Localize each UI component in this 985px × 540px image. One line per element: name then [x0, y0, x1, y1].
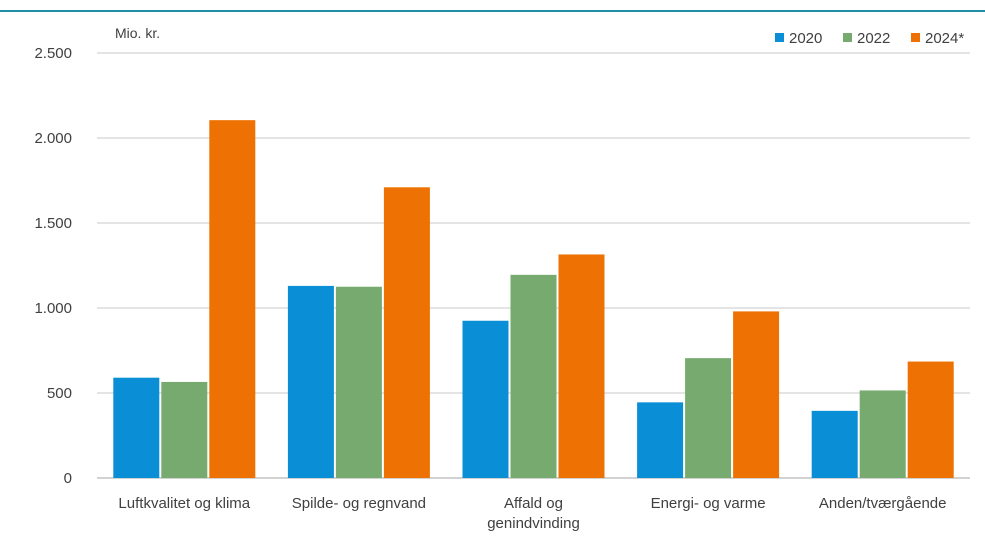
- bars: [113, 120, 954, 479]
- bar-2020-2: [462, 320, 509, 478]
- bar-2022-4: [859, 390, 906, 478]
- bar-2024-4: [907, 361, 954, 478]
- bar-2022-0: [161, 381, 208, 478]
- bar-2024-1: [383, 187, 430, 479]
- bar-2022-2: [510, 274, 557, 478]
- y-tick-label: 0: [64, 470, 72, 487]
- y-axis-unit-label: Mio. kr.: [115, 25, 160, 41]
- legend-swatch: [843, 33, 852, 42]
- bar-2024-2: [558, 254, 605, 478]
- bar-2020-4: [811, 410, 858, 478]
- y-axis-ticks: 0 500 1.000 1.500 2.000 2.500: [34, 45, 72, 487]
- bar-2024-3: [733, 311, 780, 478]
- y-tick-label: 500: [47, 385, 72, 402]
- legend-swatch: [775, 33, 784, 42]
- legend-label: 2020: [789, 30, 822, 47]
- y-tick-label: 1.000: [34, 300, 72, 317]
- y-tick-label: 2.500: [34, 45, 72, 62]
- bar-2022-1: [335, 286, 382, 478]
- legend-label: 2024*: [925, 30, 964, 47]
- legend-swatch: [911, 33, 920, 42]
- legend: 2020 2022 2024*: [775, 30, 964, 47]
- category-label: Affald og: [504, 495, 563, 512]
- bar-2024-0: [209, 120, 256, 479]
- category-label: Spilde- og regnvand: [292, 495, 426, 512]
- header-divider: [0, 10, 985, 12]
- bar-2020-0: [113, 377, 160, 478]
- y-tick-label: 1.500: [34, 215, 72, 232]
- category-labels: Luftkvalitet og klima Spilde- og regnvand…: [118, 495, 946, 532]
- legend-label: 2022: [857, 30, 890, 47]
- category-label: Energi- og varme: [651, 495, 766, 512]
- category-label: Anden/tværgående: [819, 495, 947, 512]
- category-label: Luftkvalitet og klima: [118, 495, 250, 512]
- bar-2020-1: [287, 285, 334, 478]
- category-label: genindvinding: [487, 515, 580, 532]
- y-tick-label: 2.000: [34, 130, 72, 147]
- bar-2020-3: [637, 402, 684, 478]
- bar-2022-3: [685, 358, 732, 478]
